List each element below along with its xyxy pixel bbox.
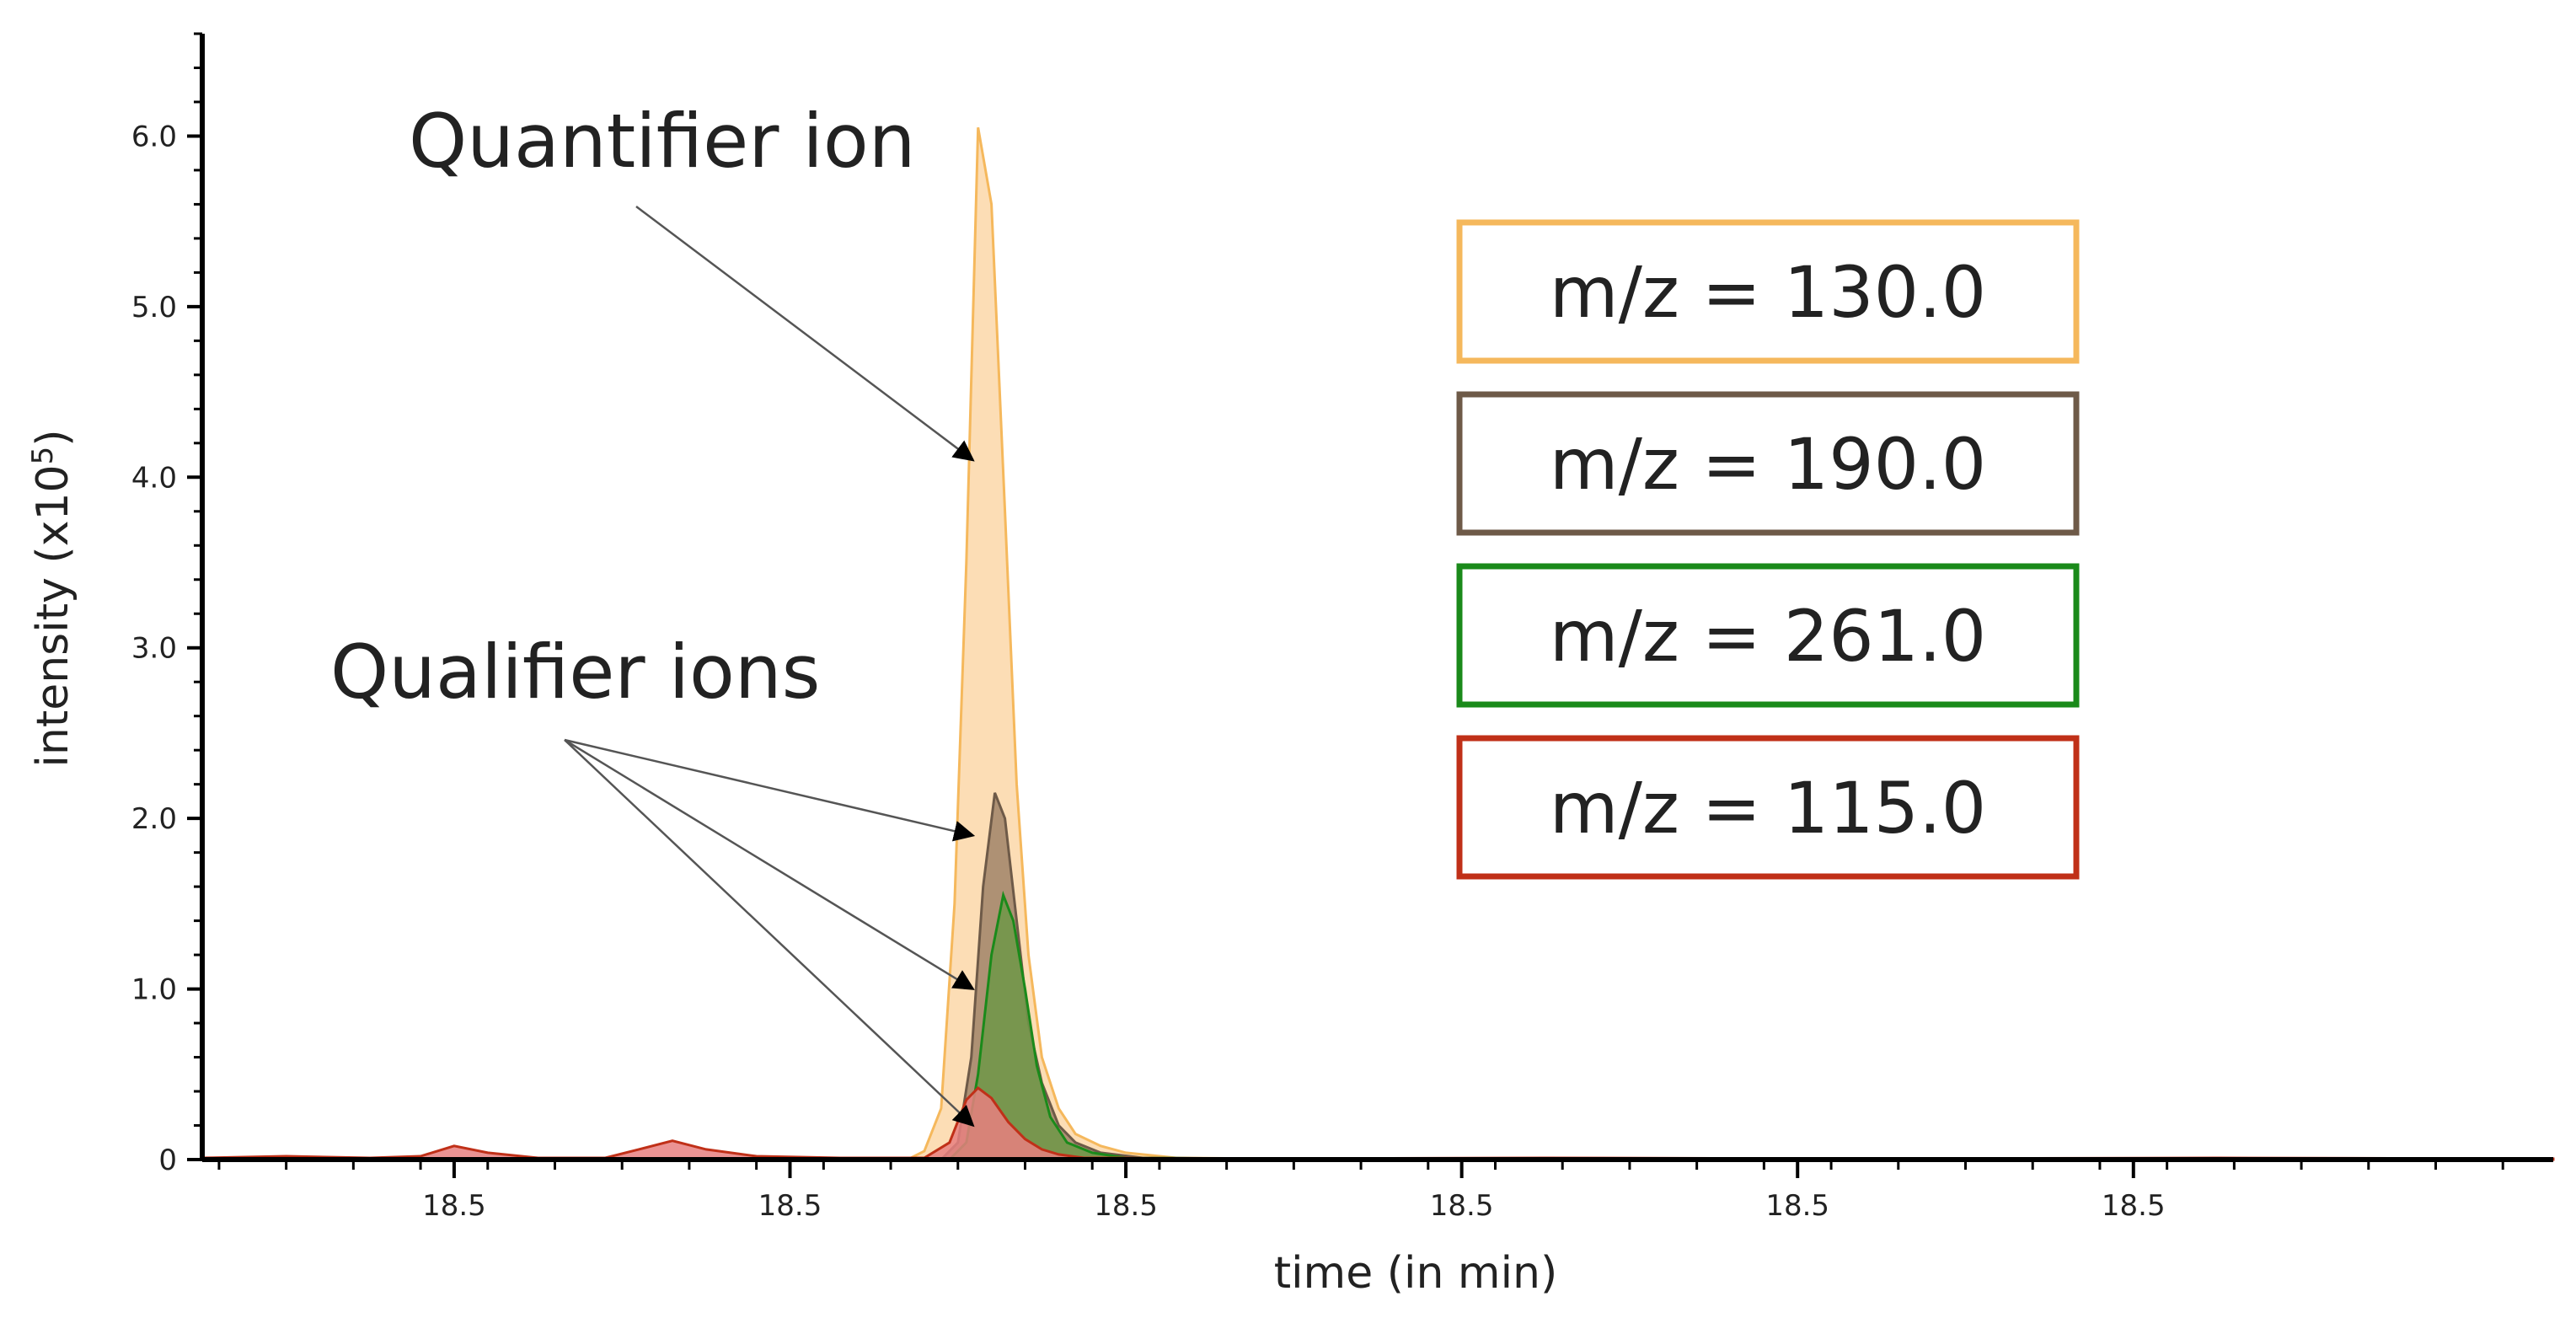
y-tick-label: 1.0: [131, 973, 177, 1007]
x-minor-ticks: [217, 1160, 2504, 1170]
x-tick-label: 18.5: [1765, 1189, 1829, 1223]
y-tick-label: 5.0: [131, 291, 177, 324]
y-tick-label: 0: [158, 1144, 177, 1177]
legend-box: [1456, 391, 2080, 536]
annotation-label-1: Qualifier ions: [330, 629, 821, 715]
legend-label: m/z = 190.0: [1550, 423, 1986, 506]
x-axis-ticks: 18.5 18.5 18.5 18.5 18.5 18.5: [422, 1160, 2166, 1223]
legend-box: [1456, 219, 2080, 364]
annotation-label-0: Quantifier ion: [409, 98, 915, 185]
y-tick-label: 6.0: [131, 120, 177, 153]
annotation-arrow: [635, 206, 975, 462]
y-axis-label-close: ): [28, 429, 78, 446]
x-tick-label: 18.5: [1430, 1189, 1494, 1223]
y-tick-label: 3.0: [131, 632, 177, 666]
series-area-1: [202, 792, 2553, 1161]
legend: m/z = 130.0 m/z = 190.0 m/z = 261.0 m/z = 1…: [1456, 219, 2080, 880]
y-axis-label-exponent: 5: [26, 447, 60, 465]
annotation-arrow: [564, 739, 975, 1128]
annotations: Quantifier ion Qualifier ions: [330, 98, 976, 1128]
y-tick-label: 4.0: [131, 461, 177, 495]
legend-label: m/z = 130.0: [1550, 251, 1986, 334]
legend-box: [1456, 563, 2080, 708]
series-area-2: [202, 890, 2553, 1161]
x-tick-label: 18.5: [2102, 1189, 2166, 1223]
legend-box: [1456, 735, 2080, 880]
y-tick-label: 2.0: [131, 802, 177, 836]
legend-label: m/z = 115.0: [1550, 767, 1986, 849]
y-axis-ticks: 0 1.0 2.0 3.0 4.0 5.0 6.0: [131, 120, 202, 1177]
y-axis-label: intensity (x105): [26, 429, 78, 767]
annotation-arrow: [564, 738, 976, 842]
x-tick-label: 18.5: [758, 1189, 822, 1223]
series-area-3: [201, 1086, 2555, 1161]
x-tick-label: 18.5: [1094, 1189, 1158, 1223]
y-axis-label-main: intensity (x10: [28, 464, 78, 767]
x-axis-label: time (in min): [1274, 1248, 1558, 1299]
annotation-arrow: [564, 738, 975, 990]
legend-label: m/z = 261.0: [1550, 595, 1986, 678]
x-tick-label: 18.5: [422, 1189, 486, 1223]
